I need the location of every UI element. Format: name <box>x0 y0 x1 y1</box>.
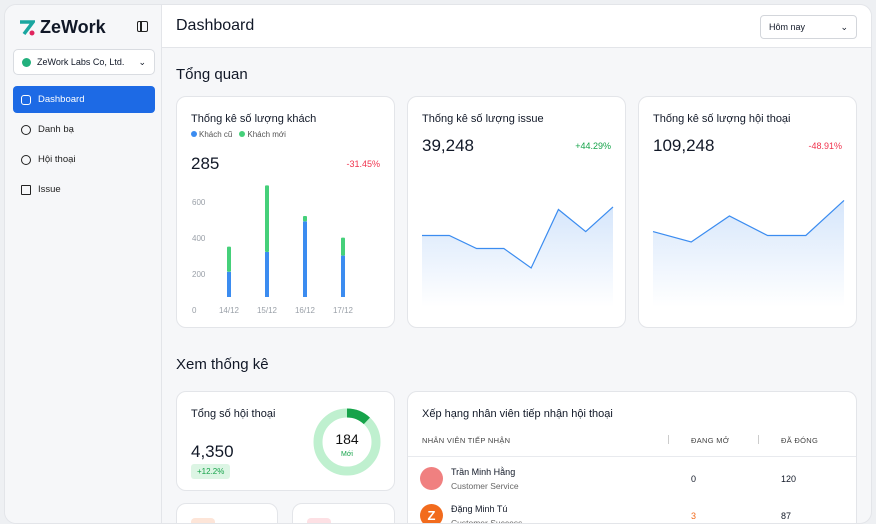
issues-area-chart <box>422 206 614 307</box>
total-conversations-card: Tổng số hội thoại 4,350 +12.2% 184 Mới <box>176 391 395 491</box>
issues-card: Thống kê số lượng issue 39,248 +44.29% <box>407 96 626 328</box>
header: Dashboard Hôm nay ⌄ <box>162 5 871 48</box>
main-content: Dashboard Hôm nay ⌄ Tổng quan Thống kê số… <box>162 5 871 523</box>
card-title: Thống kê số lượng hội thoại <box>653 113 791 125</box>
open-count: 3 <box>691 511 697 521</box>
sidebar-item-contacts[interactable]: Danh bạ <box>13 116 155 143</box>
mini-card-icon <box>191 518 215 523</box>
bar-old <box>265 252 269 297</box>
conversations-area-chart <box>652 199 845 307</box>
avatar: Z <box>420 504 443 523</box>
avatar <box>420 467 443 490</box>
agent-role: Customer Success <box>451 518 523 524</box>
donut-new-segment <box>313 408 381 476</box>
ticket-icon <box>21 184 31 195</box>
bar-old <box>303 221 307 297</box>
section-title: Tổng quan <box>176 66 248 83</box>
chat-icon <box>21 154 31 165</box>
grid-icon <box>21 94 31 105</box>
user-icon <box>21 124 31 135</box>
x-tick-label: 17/12 <box>333 306 354 315</box>
series-line <box>422 206 614 269</box>
y-tick-label: 600 <box>192 198 206 207</box>
app-name: ZeWork <box>40 17 106 37</box>
customers-card: Thống kê số lượng khách Khách cũ Khách mớ… <box>176 96 395 328</box>
page-title: Dashboard <box>176 17 255 34</box>
sidebar-toggle-icon[interactable] <box>137 21 148 32</box>
chevron-down-icon: ⌄ <box>840 21 848 32</box>
period-value: Hôm nay <box>769 22 806 32</box>
issues-value: 39,248 <box>422 136 474 155</box>
agent-name: Đặng Minh Tú <box>451 504 508 514</box>
sidebar-item-label: Dashboard <box>38 94 85 105</box>
donut-label: Mới <box>341 451 353 458</box>
agent-name: Trần Minh Hằng <box>451 467 516 477</box>
conversations-value: 109,248 <box>653 136 715 155</box>
column-header: ĐÃ ĐÓNG <box>781 436 819 445</box>
issues-change: +44.29% <box>575 141 611 151</box>
card-title: Xếp hạng nhân viên tiếp nhận hội thoại <box>422 408 613 420</box>
mini-card <box>176 503 278 523</box>
total-value: 4,350 <box>191 442 234 461</box>
area-fill <box>653 200 844 307</box>
y-tick-label: 0 <box>192 306 197 315</box>
sidebar-item-label: Danh bạ <box>38 124 74 135</box>
customers-change: -31.45% <box>346 159 380 169</box>
table-row[interactable]: Z Đặng Minh Tú Customer Success 3 87 <box>408 498 856 524</box>
x-tick-label: 16/12 <box>295 306 316 315</box>
card-title: Thống kê số lượng khách <box>191 113 317 125</box>
section-title: Xem thống kê <box>176 356 269 373</box>
mini-card <box>292 503 395 523</box>
bar-old <box>341 255 345 297</box>
series-line <box>652 199 845 243</box>
sidebar-item-label: Issue <box>38 184 61 195</box>
bar-old <box>227 271 231 297</box>
y-tick-label: 400 <box>192 234 206 243</box>
sidebar-item-issue[interactable]: Issue <box>13 176 155 203</box>
app-window: ZeWork ZeWork Labs Co, Ltd. ⌄ Dashboard D… <box>4 4 872 524</box>
bar-new <box>265 185 269 252</box>
x-tick-label: 14/12 <box>219 306 240 315</box>
column-header: ĐANG MỞ <box>691 436 730 445</box>
sidebar-item-dashboard[interactable]: Dashboard <box>13 86 155 113</box>
bar-new <box>303 216 307 222</box>
column-header: NHÂN VIÊN TIẾP NHẬN <box>422 436 511 445</box>
conversations-card: Thống kê số lượng hội thoại 109,248 -48.… <box>638 96 857 328</box>
donut-chart: 184 Mới <box>313 408 381 476</box>
closed-count: 120 <box>781 474 797 484</box>
legend-new: Khách mới <box>239 130 286 139</box>
open-count: 0 <box>691 474 697 484</box>
conversations-change: -48.91% <box>808 141 842 151</box>
agent-role: Customer Service <box>451 481 519 491</box>
period-select[interactable]: Hôm nay ⌄ <box>760 15 857 39</box>
card-title: Thống kê số lượng issue <box>422 113 544 125</box>
closed-count: 87 <box>781 511 792 521</box>
x-tick-label: 15/12 <box>257 306 278 315</box>
org-icon <box>22 57 31 67</box>
bar-new <box>341 237 345 256</box>
org-selector[interactable]: ZeWork Labs Co, Ltd. ⌄ <box>13 49 155 75</box>
sidebar-item-label: Hội thoại <box>38 154 76 165</box>
zework-logo-icon <box>20 19 35 35</box>
card-title: Tổng số hội thoại <box>191 408 276 420</box>
legend-old: Khách cũ <box>191 130 232 139</box>
logo: ZeWork <box>19 17 106 38</box>
area-fill <box>422 206 613 307</box>
y-tick-label: 200 <box>192 270 206 279</box>
chevron-down-icon: ⌄ <box>138 56 146 67</box>
total-change-badge: +12.2% <box>191 464 231 479</box>
sidebar-item-conversations[interactable]: Hội thoại <box>13 146 155 173</box>
customers-bar-chart: 0 200 400 600 14/12 15/12 16/12 17/12 <box>192 185 354 315</box>
bar-new <box>227 246 231 272</box>
mini-card-icon <box>307 518 331 523</box>
ranking-card: Xếp hạng nhân viên tiếp nhận hội thoại N… <box>407 391 857 524</box>
org-name: ZeWork Labs Co, Ltd. <box>37 57 125 67</box>
table-row[interactable]: Trần Minh Hằng Customer Service 0 120 <box>408 461 856 497</box>
sidebar: ZeWork ZeWork Labs Co, Ltd. ⌄ Dashboard D… <box>5 5 162 523</box>
donut-value: 184 <box>335 431 359 447</box>
customers-value: 285 <box>191 154 220 173</box>
